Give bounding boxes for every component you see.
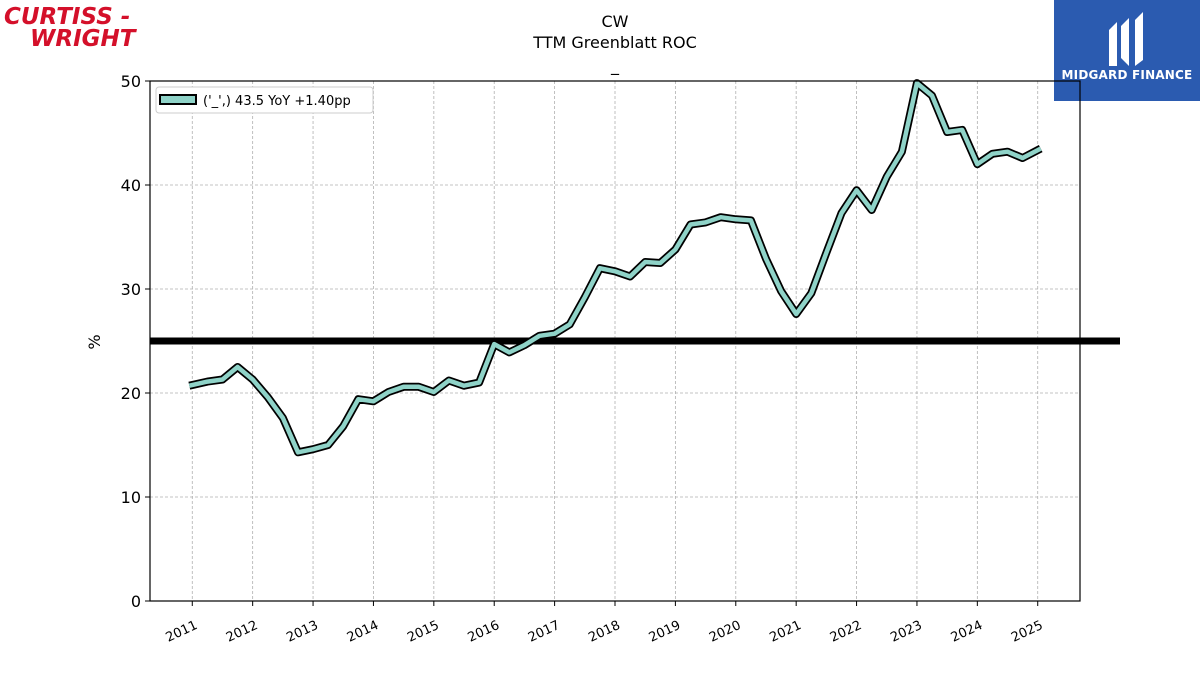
x-tick-label: 2013 bbox=[284, 618, 320, 646]
x-axis: 2011 2012 2013 2014 2015 2016 2017 2018 2019 2020… bbox=[164, 601, 1045, 646]
x-tick-label: 2024 bbox=[949, 618, 985, 646]
y-tick-label: 50 bbox=[121, 72, 141, 91]
y-tick-label: 40 bbox=[121, 176, 141, 195]
y-tick-label: 20 bbox=[121, 384, 141, 403]
x-tick-label: 2025 bbox=[1009, 618, 1045, 646]
chart-subtitle: TTM Greenblatt ROC bbox=[532, 33, 697, 52]
x-tick-label: 2015 bbox=[405, 618, 441, 646]
midgard-finance-logo: MIDGARD FINANCE bbox=[1054, 0, 1200, 101]
legend-box bbox=[155, 86, 374, 114]
x-tick-label: 2014 bbox=[345, 618, 381, 646]
x-tick-label: 2016 bbox=[466, 618, 502, 646]
legend-label: ('_',) 43.5 YoY +1.40pp bbox=[203, 94, 351, 109]
x-tick-label: 2019 bbox=[647, 618, 683, 646]
series-line bbox=[188, 80, 1042, 455]
logo-left-line2: WRIGHT bbox=[30, 26, 136, 52]
x-tick-label: 2021 bbox=[768, 618, 804, 646]
x-tick-label: 2023 bbox=[888, 618, 924, 646]
midgard-mark-icon bbox=[1109, 12, 1143, 66]
y-tick-label: 30 bbox=[121, 280, 141, 299]
legend-swatch bbox=[159, 94, 197, 105]
x-tick-label: 2011 bbox=[164, 618, 200, 646]
y-tick-label: 0 bbox=[131, 592, 141, 611]
logo-right-text: MIDGARD FINANCE bbox=[1061, 68, 1193, 82]
x-tick-label: 2017 bbox=[526, 618, 562, 646]
y-tick-label: 10 bbox=[121, 488, 141, 507]
x-tick-label: 2022 bbox=[828, 618, 864, 646]
series-group bbox=[188, 79, 1043, 457]
chart-subsubtitle: _ bbox=[610, 56, 620, 76]
x-tick-label: 2020 bbox=[707, 618, 743, 646]
x-tick-label: 2012 bbox=[224, 618, 260, 646]
legend: ('_',) 43.5 YoY +1.40pp bbox=[155, 86, 374, 114]
y-axis-label: % bbox=[85, 334, 104, 349]
logo-left-line1: CURTISS - bbox=[4, 4, 131, 30]
curtiss-wright-logo: CURTISS - WRIGHT bbox=[4, 4, 164, 52]
y-axis: 0 10 20 30 40 50 bbox=[121, 72, 150, 611]
chart-title: CW bbox=[602, 12, 629, 31]
x-tick-label: 2018 bbox=[586, 618, 622, 646]
